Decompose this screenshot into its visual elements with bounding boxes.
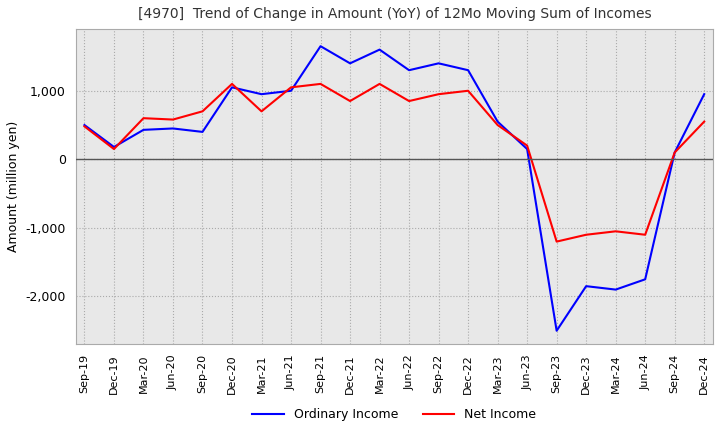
Ordinary Income [700,92,708,97]
Net Income [700,119,708,124]
Ordinary Income [523,147,531,152]
Net Income [670,150,679,155]
Ordinary Income [316,44,325,49]
Ordinary Income [287,88,295,93]
Ordinary Income [434,61,443,66]
Net Income [109,147,118,152]
Ordinary Income [109,144,118,150]
Ordinary Income [641,277,649,282]
Y-axis label: Amount (million yen): Amount (million yen) [7,121,20,253]
Net Income [405,99,413,104]
Ordinary Income [582,283,590,289]
Net Income [641,232,649,238]
Line: Net Income: Net Income [84,84,704,242]
Title: [4970]  Trend of Change in Amount (YoY) of 12Mo Moving Sum of Incomes: [4970] Trend of Change in Amount (YoY) o… [138,7,651,21]
Net Income [228,81,236,87]
Ordinary Income [228,84,236,90]
Net Income [198,109,207,114]
Ordinary Income [198,129,207,135]
Net Income [611,229,620,234]
Net Income [464,88,472,93]
Net Income [316,81,325,87]
Ordinary Income [552,328,561,334]
Line: Ordinary Income: Ordinary Income [84,46,704,331]
Net Income [493,122,502,128]
Net Income [139,116,148,121]
Net Income [257,109,266,114]
Ordinary Income [257,92,266,97]
Ordinary Income [405,68,413,73]
Net Income [346,99,354,104]
Ordinary Income [80,122,89,128]
Net Income [434,92,443,97]
Net Income [287,84,295,90]
Net Income [523,143,531,148]
Net Income [80,124,89,129]
Ordinary Income [464,68,472,73]
Ordinary Income [375,47,384,52]
Net Income [375,81,384,87]
Ordinary Income [493,119,502,124]
Net Income [168,117,177,122]
Ordinary Income [346,61,354,66]
Ordinary Income [611,287,620,292]
Ordinary Income [670,150,679,155]
Ordinary Income [168,126,177,131]
Net Income [582,232,590,238]
Legend: Ordinary Income, Net Income: Ordinary Income, Net Income [248,403,541,426]
Ordinary Income [139,127,148,132]
Net Income [552,239,561,244]
